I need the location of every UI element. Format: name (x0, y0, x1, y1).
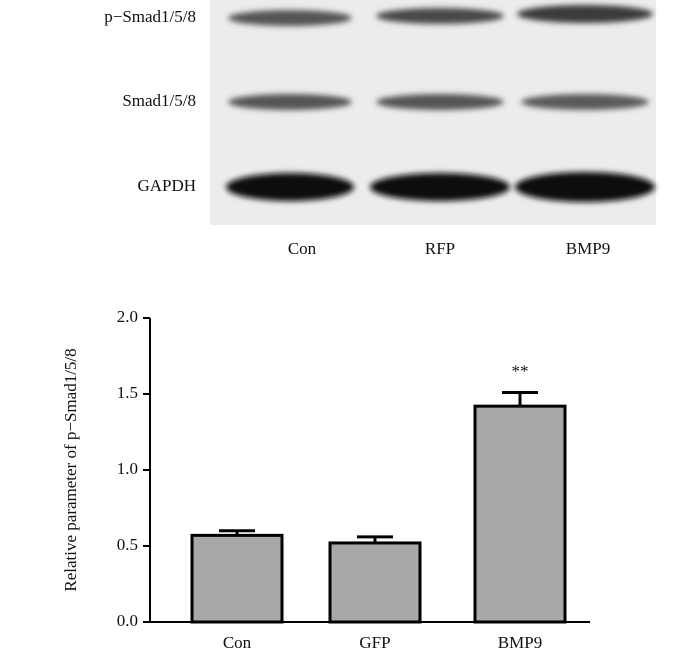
blot-lane-label: BMP9 (566, 239, 610, 258)
y-tick-label: 2.0 (117, 307, 138, 326)
blot-lane-label: RFP (425, 239, 455, 258)
y-tick-label: 0.0 (117, 611, 138, 630)
significance-label: ** (512, 361, 529, 380)
x-tick-label: BMP9 (498, 633, 542, 652)
y-tick-label: 0.5 (117, 535, 138, 554)
blot-row-label: GAPDH (137, 176, 196, 195)
x-tick-label: Con (223, 633, 252, 652)
western-blot: p−Smad1/5/8 Smad1/5/8 GAPDH Con RFP BMP9 (104, 0, 656, 258)
x-tick-label: GFP (359, 633, 390, 652)
blot-row-label: p−Smad1/5/8 (104, 7, 196, 26)
bar (328, 541, 422, 624)
bar-chart: Relative parameter of p−Smad1/5/8 0.0 0.5… (61, 307, 590, 652)
bands (226, 5, 655, 202)
y-axis-label: Relative parameter of p−Smad1/5/8 (61, 348, 80, 591)
y-tick-label: 1.5 (117, 383, 138, 402)
bar (473, 404, 567, 624)
bar (190, 533, 284, 624)
y-tick-label: 1.0 (117, 459, 138, 478)
blot-lane-label: Con (288, 239, 317, 258)
blot-row-label: Smad1/5/8 (122, 91, 196, 110)
